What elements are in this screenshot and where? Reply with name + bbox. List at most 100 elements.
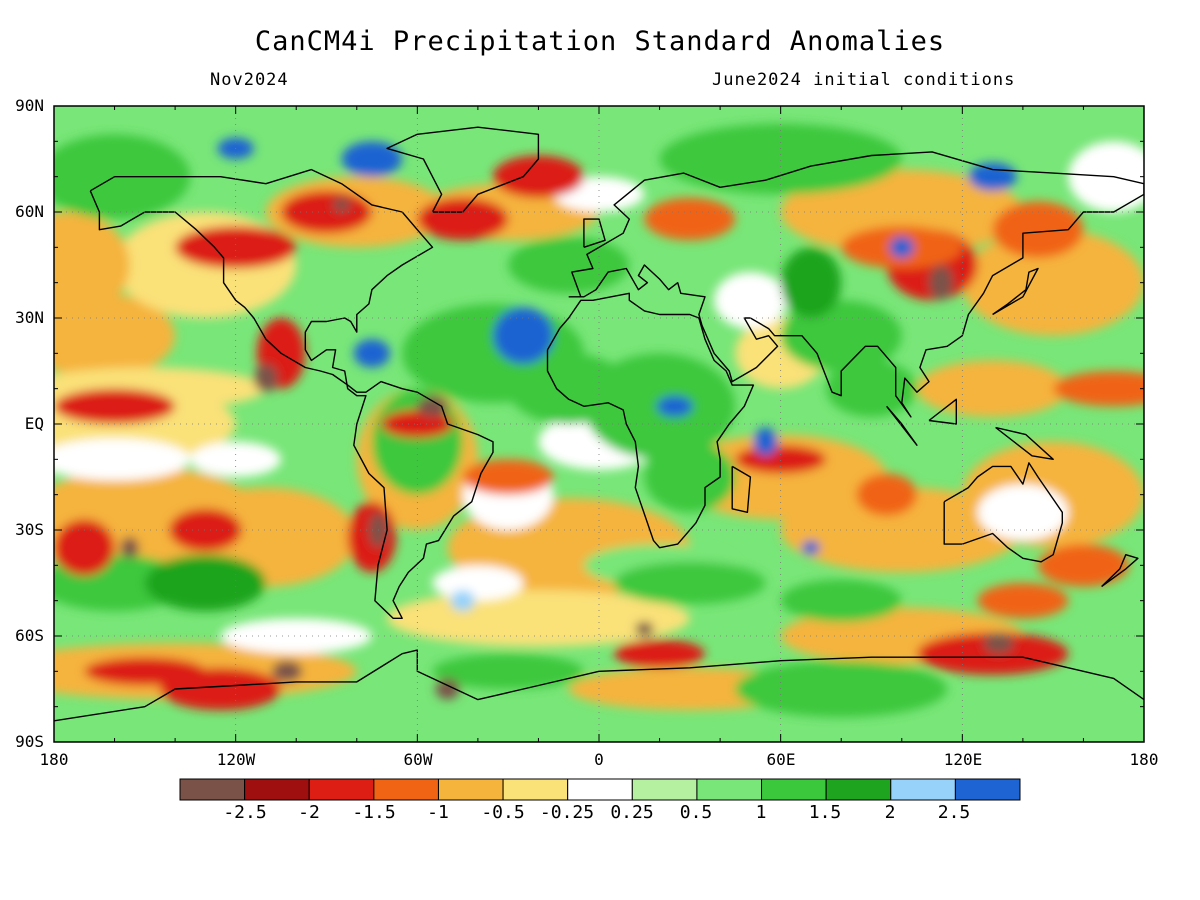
anomaly-blob — [220, 618, 372, 654]
anomaly-blob — [272, 660, 303, 682]
lon-label-120e: 120E — [943, 750, 983, 769]
colorbar-swatch — [502, 778, 569, 801]
lon-label-60e: 60E — [766, 750, 796, 769]
anomaly-blob — [417, 395, 448, 417]
anomaly-blob — [54, 438, 191, 481]
colorbar-swatch — [437, 778, 504, 801]
coastline-path — [731, 465, 752, 513]
anomaly-blob — [435, 678, 460, 700]
anomaly-blob — [341, 141, 403, 177]
colorbar-swatch — [761, 778, 827, 801]
coastline-path — [89, 168, 494, 619]
colorbar-swatch — [890, 778, 956, 801]
anomaly-blob — [450, 590, 475, 612]
anomaly-blob — [462, 459, 554, 495]
anomaly-field — [54, 106, 1144, 742]
anomaly-blob — [190, 441, 282, 478]
anomaly-blob — [644, 197, 736, 241]
colorbar-label: 2 — [884, 802, 896, 823]
valid-month-label: Nov2024 — [210, 70, 289, 90]
anomaly-blob — [493, 307, 554, 364]
colorbar-label: 0.5 — [679, 802, 713, 823]
anomaly-blob — [977, 583, 1069, 619]
anomaly-blob — [432, 653, 584, 689]
anomaly-blob — [144, 554, 266, 612]
colorbar-swatch — [308, 778, 375, 801]
lat-label-90n: 90N — [15, 96, 44, 115]
colorbar-label: -1.5 — [352, 802, 396, 823]
coastline-path — [546, 292, 755, 549]
anomaly-blob — [929, 265, 954, 301]
lon-label-60w: 60W — [403, 750, 433, 769]
anomaly-blob — [1038, 544, 1129, 587]
anomaly-blob — [735, 445, 827, 474]
colorbar-swatch — [954, 778, 1021, 801]
anomaly-blob — [1053, 371, 1144, 407]
colorbar-swatch — [631, 778, 698, 801]
lat-label-30n: 30N — [15, 308, 44, 327]
colorbar-label: -2.5 — [223, 802, 267, 823]
lat-label-90s: 90S — [15, 732, 44, 751]
coastline-path — [568, 151, 1144, 418]
anomaly-blob — [735, 660, 948, 718]
anomaly-blob — [780, 247, 842, 318]
gridlines — [54, 106, 1144, 742]
anomaly-blob — [992, 201, 1084, 258]
anomaly-blob — [493, 155, 584, 198]
anomaly-blob — [968, 162, 1017, 191]
initial-conditions-label: June2024 initial conditions — [712, 70, 1016, 90]
anomaly-blob — [983, 632, 1014, 654]
anomaly-blob — [54, 212, 130, 318]
lon-label-0: 0 — [594, 750, 604, 769]
lat-label-eq: EQ — [24, 414, 44, 433]
lat-label-60n: 60N — [15, 202, 44, 221]
anomaly-blob — [175, 226, 297, 269]
anomaly-blob — [84, 657, 206, 686]
anomaly-blob — [614, 639, 705, 668]
anomaly-blob — [508, 236, 630, 294]
colorbar-label: -1 — [427, 802, 449, 823]
anomaly-blob — [353, 339, 391, 368]
colorbar-label: -2 — [298, 802, 320, 823]
anomaly-blob — [801, 540, 821, 555]
colorbar-swatch — [825, 778, 892, 801]
colorbar-label: 1.5 — [808, 802, 842, 823]
anomaly-blob — [368, 512, 388, 548]
map-title: CanCM4i Precipitation Standard Anomalies — [254, 26, 946, 57]
colorbar-label: 2.5 — [937, 802, 971, 823]
anomaly-blob — [432, 565, 524, 601]
colorbar-swatch — [179, 778, 246, 801]
colorbar-swatch — [244, 778, 310, 801]
coastline-path — [995, 426, 1054, 460]
coastline-path — [928, 398, 957, 425]
lon-label-120w: 120W — [216, 750, 256, 769]
anomaly-blob — [120, 537, 139, 559]
colorbar-label: 0.25 — [610, 802, 654, 823]
anomaly-blob — [916, 360, 1069, 417]
anomaly-blob — [977, 484, 1069, 541]
coastline-path — [54, 649, 1144, 722]
anomaly-blob — [916, 632, 1069, 675]
lon-label-180e: 180 — [1129, 750, 1159, 769]
anomaly-blob — [753, 427, 778, 456]
lon-label-180w: 180 — [39, 750, 69, 769]
anomaly-blob — [614, 561, 766, 605]
coastline-path — [583, 218, 606, 248]
coastline-path — [386, 126, 540, 213]
anomaly-blob — [714, 272, 787, 329]
colorbar-swatch — [567, 778, 633, 801]
coastline-path — [886, 405, 918, 446]
lat-label-30s: 30S — [15, 520, 44, 539]
anomaly-blob — [169, 508, 242, 552]
colorbar-label: -0.5 — [481, 802, 525, 823]
anomaly-blob — [656, 395, 693, 417]
colorbar-swatch — [373, 778, 439, 801]
coastline-path — [1101, 554, 1139, 588]
anomaly-blob — [889, 236, 914, 258]
colorbar-label: 1 — [755, 802, 767, 823]
anomaly-blob — [659, 123, 902, 195]
anomaly-blob — [856, 473, 917, 516]
anomaly-blob — [332, 197, 351, 212]
anomaly-blob — [644, 441, 736, 513]
